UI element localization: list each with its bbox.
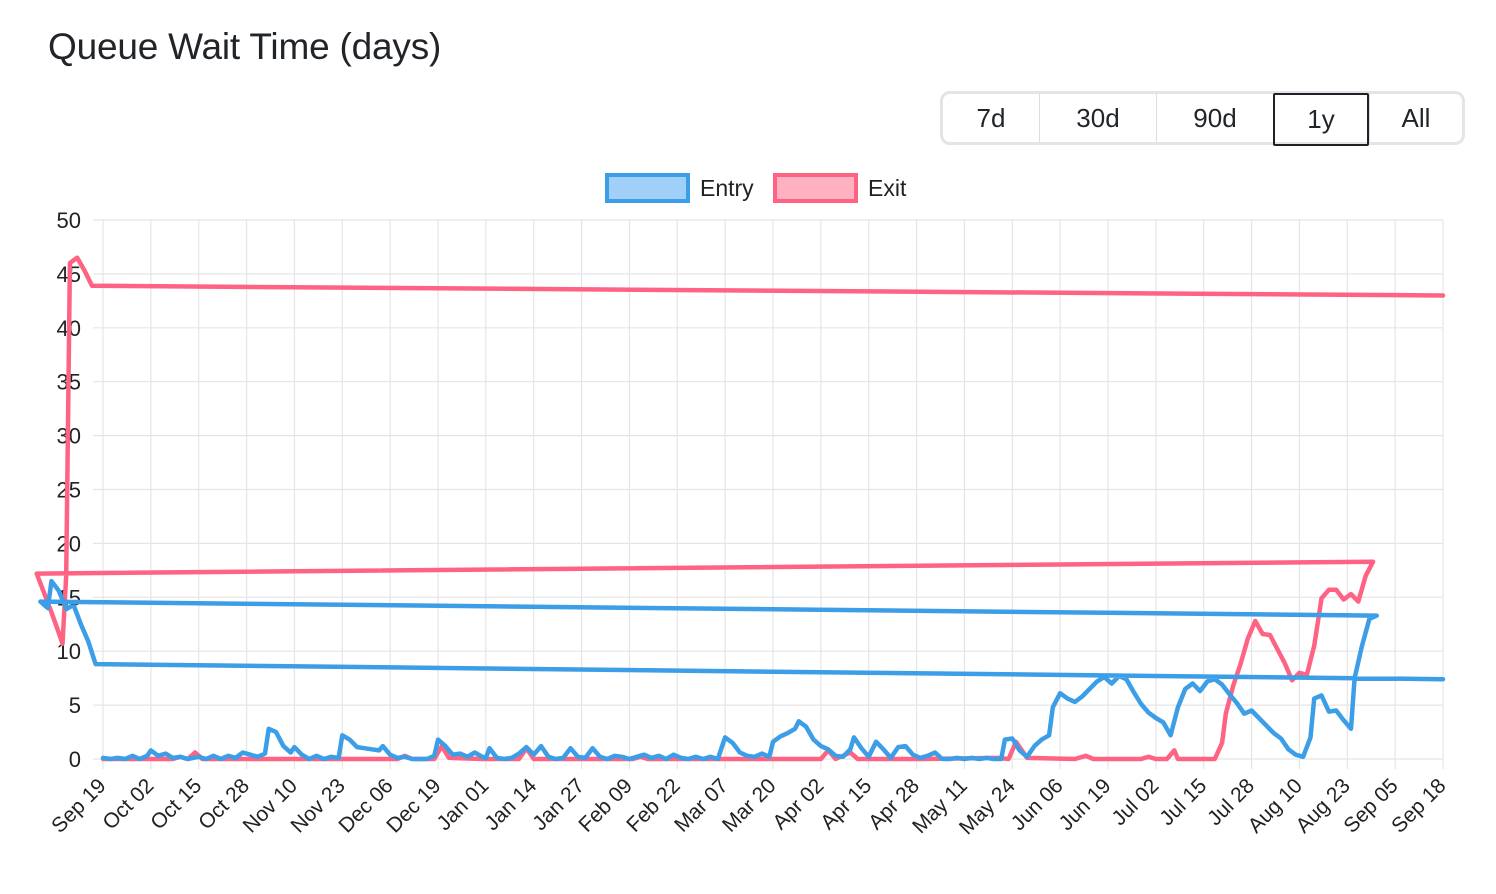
x-tick-label: Mar 07 [670,774,732,836]
legend-swatch [605,173,690,203]
x-tick-label: Jan 01 [433,774,494,835]
x-tick-label: Sep 19 [47,774,110,837]
x-tick-label: Jun 19 [1055,774,1116,835]
x-tick-label: Oct 15 [146,774,206,834]
time-range-button-group: 7d 30d 90d 1y All [940,91,1465,146]
series-line-exit [34,255,1446,762]
y-tick-label: 50 [57,208,81,233]
x-tick-label: Jul 02 [1107,774,1163,830]
x-tick-label: Mar 20 [718,774,780,836]
y-tick-label: 5 [69,693,81,718]
x-tick-label: Apr 02 [768,774,828,834]
legend-swatch [773,173,858,203]
range-button-30d[interactable]: 30d [1039,94,1156,142]
range-button-all[interactable]: All [1369,94,1462,142]
legend-item-entry[interactable]: Entry [605,173,754,203]
range-button-1y[interactable]: 1y [1273,93,1369,146]
x-tick-label: Apr 15 [816,774,876,834]
chart-series [34,255,1446,762]
legend-label: Exit [868,175,907,201]
x-tick-label: Feb 09 [574,774,637,837]
y-tick-label: 0 [69,747,81,772]
chart-grid [93,219,1444,769]
legend-item-exit[interactable]: Exit [773,173,907,203]
series-line-entry [38,578,1446,762]
x-tick-label: Oct 02 [98,774,158,834]
range-button-7d[interactable]: 7d [943,94,1039,142]
chart-legend: Entry Exit [605,173,907,203]
x-tick-label: Jul 15 [1155,774,1211,830]
x-tick-label: Jan 14 [480,774,541,835]
range-button-90d[interactable]: 90d [1156,94,1273,142]
x-tick-label: Jun 06 [1007,774,1068,835]
x-tick-label: Dec 19 [382,774,445,837]
x-tick-label: Feb 22 [622,774,685,837]
legend-label: Entry [700,175,754,201]
page-title: Queue Wait Time (days) [48,26,442,67]
x-tick-label: Sep 18 [1387,774,1450,837]
